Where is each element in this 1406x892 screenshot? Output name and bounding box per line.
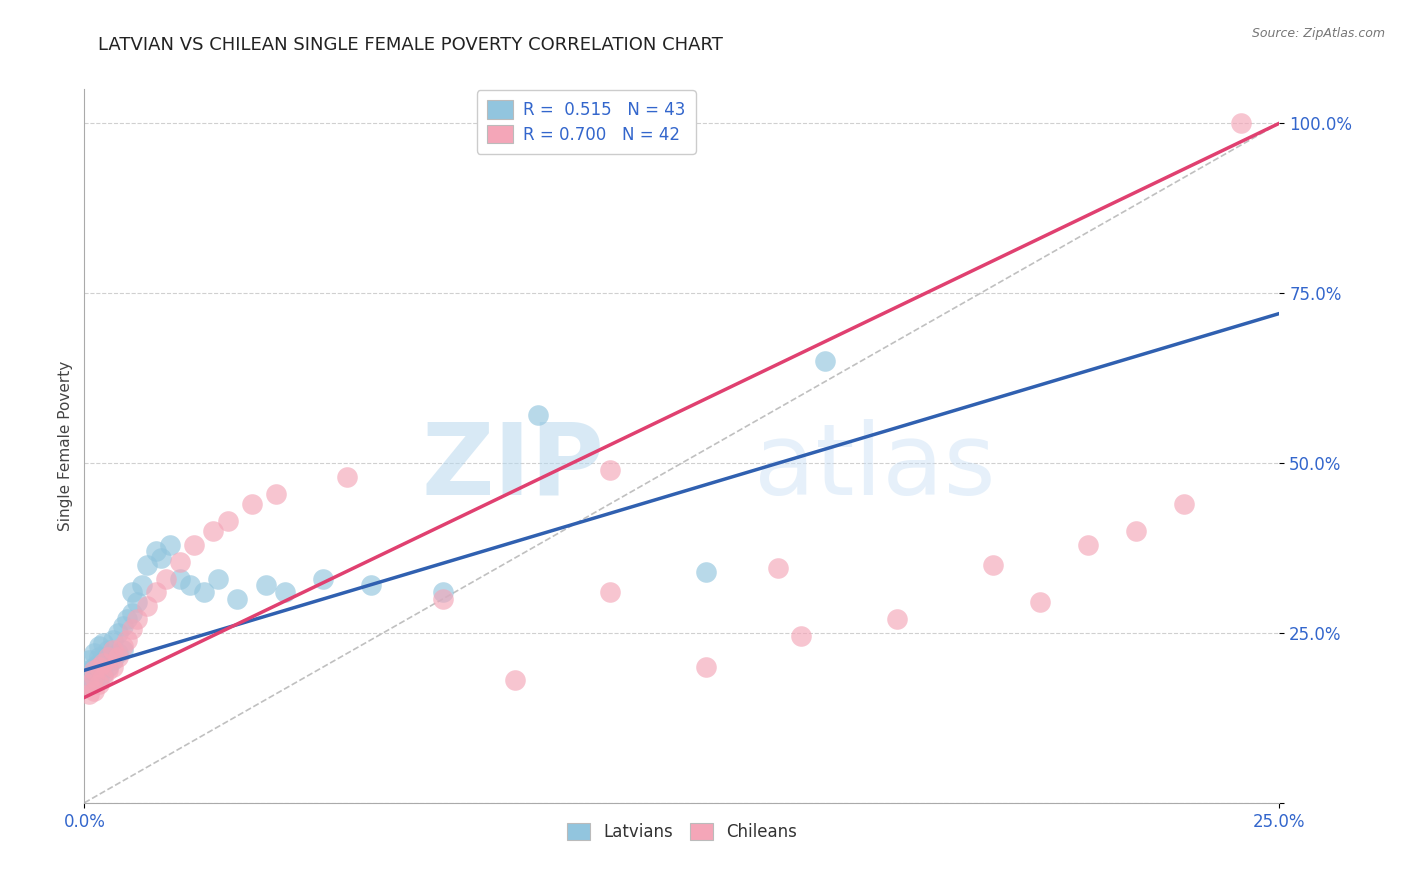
Point xyxy=(107,646,129,660)
Point xyxy=(312,572,335,586)
Point xyxy=(111,640,134,654)
Point xyxy=(135,558,157,572)
Point xyxy=(97,643,120,657)
Point xyxy=(503,673,526,688)
Point xyxy=(77,677,100,691)
Point xyxy=(111,619,134,633)
Point xyxy=(117,632,139,647)
Point xyxy=(766,561,789,575)
Point xyxy=(599,585,621,599)
Point xyxy=(159,537,181,551)
Point xyxy=(87,640,110,654)
Point xyxy=(264,486,287,500)
Text: LATVIAN VS CHILEAN SINGLE FEMALE POVERTY CORRELATION CHART: LATVIAN VS CHILEAN SINGLE FEMALE POVERTY… xyxy=(98,36,723,54)
Point xyxy=(83,663,105,677)
Point xyxy=(121,623,143,637)
Point xyxy=(111,643,134,657)
Point xyxy=(135,599,157,613)
Point xyxy=(101,632,124,647)
Point xyxy=(107,649,129,664)
Text: Source: ZipAtlas.com: Source: ZipAtlas.com xyxy=(1251,27,1385,40)
Point xyxy=(101,653,124,667)
Point xyxy=(274,585,297,599)
Point xyxy=(125,612,148,626)
Point xyxy=(145,585,167,599)
Point xyxy=(83,660,105,674)
Point xyxy=(254,578,277,592)
Point xyxy=(155,572,177,586)
Point xyxy=(179,578,201,592)
Point xyxy=(117,612,139,626)
Point xyxy=(695,660,717,674)
Point xyxy=(169,555,191,569)
Point xyxy=(193,585,215,599)
Point xyxy=(87,670,110,684)
Point xyxy=(1125,524,1147,538)
Text: ZIP: ZIP xyxy=(422,419,605,516)
Point xyxy=(183,537,205,551)
Point xyxy=(121,585,143,599)
Point xyxy=(432,591,454,606)
Point xyxy=(107,626,129,640)
Point xyxy=(93,657,115,671)
Point xyxy=(121,606,143,620)
Point xyxy=(93,666,115,681)
Point xyxy=(226,591,249,606)
Point xyxy=(87,657,110,671)
Point xyxy=(1230,116,1253,130)
Point xyxy=(169,572,191,586)
Point xyxy=(125,595,148,609)
Point xyxy=(1173,497,1195,511)
Point xyxy=(695,565,717,579)
Point xyxy=(77,663,100,677)
Y-axis label: Single Female Poverty: Single Female Poverty xyxy=(58,361,73,531)
Point xyxy=(87,649,110,664)
Point xyxy=(149,551,172,566)
Point xyxy=(97,663,120,677)
Point xyxy=(207,572,229,586)
Point xyxy=(981,558,1004,572)
Legend: Latvians, Chileans: Latvians, Chileans xyxy=(560,816,804,848)
Point xyxy=(202,524,225,538)
Point xyxy=(77,653,100,667)
Point xyxy=(93,670,115,684)
Point xyxy=(97,660,120,674)
Point xyxy=(83,683,105,698)
Point xyxy=(527,409,550,423)
Point xyxy=(360,578,382,592)
Point xyxy=(77,687,100,701)
Point xyxy=(87,660,110,674)
Text: atlas: atlas xyxy=(754,419,995,516)
Point xyxy=(83,673,105,688)
Point xyxy=(599,463,621,477)
Point xyxy=(790,629,813,643)
Point xyxy=(83,670,105,684)
Point xyxy=(240,497,263,511)
Point xyxy=(131,578,153,592)
Point xyxy=(217,514,239,528)
Point xyxy=(101,660,124,674)
Point xyxy=(83,646,105,660)
Point xyxy=(814,354,837,368)
Point xyxy=(87,677,110,691)
Point xyxy=(1029,595,1052,609)
Point xyxy=(1077,537,1099,551)
Point xyxy=(336,469,359,483)
Point xyxy=(97,649,120,664)
Point xyxy=(145,544,167,558)
Point xyxy=(77,677,100,691)
Point xyxy=(886,612,908,626)
Point xyxy=(93,649,115,664)
Point xyxy=(101,643,124,657)
Point xyxy=(432,585,454,599)
Point xyxy=(93,636,115,650)
